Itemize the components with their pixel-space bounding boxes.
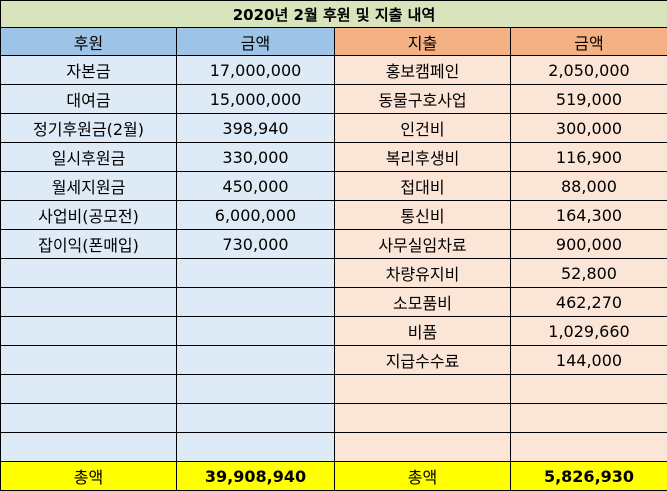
income-item-cell[interactable]: 일시후원금 bbox=[0, 142, 177, 172]
income-item-header[interactable]: 후원 bbox=[0, 27, 177, 56]
expense-amount-cell[interactable]: 1,029,660 bbox=[510, 316, 667, 346]
income-item-cell[interactable] bbox=[0, 316, 177, 346]
expense-item-cell[interactable]: 인건비 bbox=[334, 113, 511, 143]
income-amount-cell[interactable] bbox=[176, 258, 335, 288]
expense-amount-cell[interactable] bbox=[510, 432, 667, 462]
expense-item-cell[interactable]: 접대비 bbox=[334, 171, 511, 201]
expense-item-cell[interactable] bbox=[334, 374, 511, 404]
table-row: 차량유지비 52,800 bbox=[0, 258, 667, 288]
table-row: 지급수수료 144,000 bbox=[0, 345, 667, 375]
income-total-amount[interactable]: 39,908,940 bbox=[176, 461, 335, 491]
expense-item-header[interactable]: 지출 bbox=[334, 27, 511, 56]
expense-amount-cell[interactable]: 144,000 bbox=[510, 345, 667, 375]
income-amount-cell[interactable]: 730,000 bbox=[176, 229, 335, 259]
income-item-cell[interactable] bbox=[0, 258, 177, 288]
expense-amount-cell[interactable]: 900,000 bbox=[510, 229, 667, 259]
expense-item-cell[interactable]: 소모품비 bbox=[334, 287, 511, 317]
expense-item-cell[interactable]: 홍보캠페인 bbox=[334, 55, 511, 85]
income-amount-header[interactable]: 금액 bbox=[176, 27, 335, 56]
income-item-cell[interactable] bbox=[0, 287, 177, 317]
income-item-cell[interactable] bbox=[0, 432, 177, 462]
expense-amount-cell[interactable] bbox=[510, 374, 667, 404]
table-row bbox=[0, 432, 667, 462]
expense-item-cell[interactable]: 복리후생비 bbox=[334, 142, 511, 172]
table-row: 비품 1,029,660 bbox=[0, 316, 667, 346]
expense-item-cell[interactable] bbox=[334, 403, 511, 433]
expense-amount-cell[interactable] bbox=[510, 403, 667, 433]
expense-amount-cell[interactable]: 164,300 bbox=[510, 200, 667, 230]
income-amount-cell[interactable] bbox=[176, 345, 335, 375]
table-row bbox=[0, 374, 667, 404]
total-row: 총액 39,908,940 총액 5,826,930 bbox=[0, 461, 667, 491]
expense-item-cell[interactable] bbox=[334, 432, 511, 462]
expense-item-cell[interactable]: 차량유지비 bbox=[334, 258, 511, 288]
income-amount-cell[interactable]: 15,000,000 bbox=[176, 84, 335, 114]
expense-item-cell[interactable]: 통신비 bbox=[334, 200, 511, 230]
income-amount-cell[interactable]: 6,000,000 bbox=[176, 200, 335, 230]
expense-amount-header[interactable]: 금액 bbox=[510, 27, 667, 56]
income-amount-cell[interactable] bbox=[176, 403, 335, 433]
table-row: 잡이익(폰매입) 730,000 사무실임차료 900,000 bbox=[0, 229, 667, 259]
table-row: 사업비(공모전) 6,000,000 통신비 164,300 bbox=[0, 200, 667, 230]
income-item-cell[interactable]: 사업비(공모전) bbox=[0, 200, 177, 230]
income-amount-cell[interactable] bbox=[176, 287, 335, 317]
income-item-cell[interactable] bbox=[0, 403, 177, 433]
income-item-cell[interactable] bbox=[0, 374, 177, 404]
table-row: 대여금 15,000,000 동물구호사업 519,000 bbox=[0, 84, 667, 114]
expense-item-cell[interactable]: 동물구호사업 bbox=[334, 84, 511, 114]
table-row: 월세지원금 450,000 접대비 88,000 bbox=[0, 171, 667, 201]
table-row: 자본금 17,000,000 홍보캠페인 2,050,000 bbox=[0, 55, 667, 85]
expense-amount-cell[interactable]: 519,000 bbox=[510, 84, 667, 114]
income-amount-cell[interactable]: 450,000 bbox=[176, 171, 335, 201]
table-row: 정기후원금(2월) 398,940 인건비 300,000 bbox=[0, 113, 667, 143]
expense-amount-cell[interactable]: 88,000 bbox=[510, 171, 667, 201]
sheet-title[interactable]: 2020년 2월 후원 및 지출 내역 bbox=[0, 0, 667, 28]
expense-item-cell[interactable]: 지급수수료 bbox=[334, 345, 511, 375]
income-item-cell[interactable]: 정기후원금(2월) bbox=[0, 113, 177, 143]
income-item-cell[interactable]: 자본금 bbox=[0, 55, 177, 85]
expense-item-cell[interactable]: 비품 bbox=[334, 316, 511, 346]
income-item-cell[interactable]: 월세지원금 bbox=[0, 171, 177, 201]
expense-amount-cell[interactable]: 2,050,000 bbox=[510, 55, 667, 85]
expense-amount-cell[interactable]: 116,900 bbox=[510, 142, 667, 172]
expense-total-amount[interactable]: 5,826,930 bbox=[510, 461, 667, 491]
expense-item-cell[interactable]: 사무실임차료 bbox=[334, 229, 511, 259]
income-amount-cell[interactable] bbox=[176, 316, 335, 346]
expense-amount-cell[interactable]: 300,000 bbox=[510, 113, 667, 143]
income-amount-cell[interactable]: 398,940 bbox=[176, 113, 335, 143]
table-row: 일시후원금 330,000 복리후생비 116,900 bbox=[0, 142, 667, 172]
title-row: 2020년 2월 후원 및 지출 내역 bbox=[0, 0, 667, 28]
table-row bbox=[0, 403, 667, 433]
income-amount-cell[interactable] bbox=[176, 432, 335, 462]
expense-amount-cell[interactable]: 52,800 bbox=[510, 258, 667, 288]
income-amount-cell[interactable]: 330,000 bbox=[176, 142, 335, 172]
income-amount-cell[interactable]: 17,000,000 bbox=[176, 55, 335, 85]
income-item-cell[interactable] bbox=[0, 345, 177, 375]
income-item-cell[interactable]: 잡이익(폰매입) bbox=[0, 229, 177, 259]
income-total-label[interactable]: 총액 bbox=[0, 461, 177, 491]
income-amount-cell[interactable] bbox=[176, 374, 335, 404]
table-row: 소모품비 462,270 bbox=[0, 287, 667, 317]
expense-total-label[interactable]: 총액 bbox=[334, 461, 511, 491]
income-item-cell[interactable]: 대여금 bbox=[0, 84, 177, 114]
header-row: 후원 금액 지출 금액 bbox=[0, 27, 667, 56]
expense-amount-cell[interactable]: 462,270 bbox=[510, 287, 667, 317]
